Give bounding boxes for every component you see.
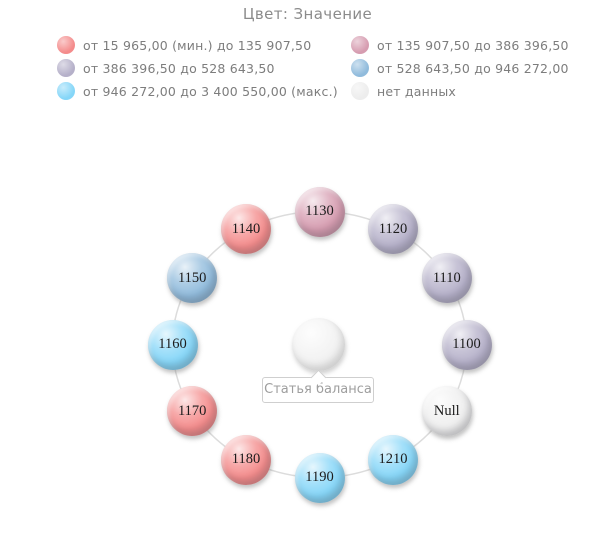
legend-label: от 135 907,50 до 386 396,50 bbox=[377, 37, 569, 53]
legend-item: от 386 396,50 до 528 643,50 bbox=[57, 59, 351, 77]
node-1180[interactable]: 1180 bbox=[221, 434, 271, 485]
chart-title: Цвет: Значение bbox=[242, 5, 373, 23]
node-label: 1120 bbox=[378, 220, 408, 237]
node-1160[interactable]: 1160 bbox=[147, 319, 198, 370]
legend-item: нет данных bbox=[351, 82, 569, 100]
node-label: Null bbox=[433, 402, 460, 419]
node-1150[interactable]: 1150 bbox=[167, 253, 218, 303]
node-label: 1190 bbox=[305, 469, 334, 485]
legend-item: от 15 965,00 (мин.) до 135 907,50 bbox=[57, 36, 351, 54]
legend-label: от 386 396,50 до 528 643,50 bbox=[83, 60, 275, 76]
center-node[interactable] bbox=[292, 318, 345, 371]
node-label: 1110 bbox=[432, 269, 461, 286]
node-label: 1210 bbox=[378, 451, 408, 468]
legend-marker-icon bbox=[351, 82, 369, 100]
center-tooltip-label: Статья баланса bbox=[264, 382, 372, 397]
legend-marker-icon bbox=[57, 36, 75, 54]
node-label: 1160 bbox=[158, 336, 187, 352]
legend-label: от 15 965,00 (мин.) до 135 907,50 bbox=[83, 37, 312, 53]
legend-item: от 946 272,00 до 3 400 550,00 (макс.) bbox=[57, 82, 351, 100]
node-1170[interactable]: 1170 bbox=[167, 386, 218, 436]
node-label: 1140 bbox=[231, 220, 261, 237]
node-label: 1170 bbox=[177, 402, 207, 419]
node-1110[interactable]: 1110 bbox=[421, 253, 472, 303]
node-1210[interactable]: 1210 bbox=[368, 434, 418, 485]
legend: от 15 965,00 (мин.) до 135 907,50 от 135 … bbox=[57, 36, 569, 100]
legend-marker-icon bbox=[351, 36, 369, 54]
legend-item: от 528 643,50 до 946 272,00 bbox=[351, 59, 569, 77]
legend-marker-icon bbox=[351, 59, 369, 77]
legend-marker-icon bbox=[57, 59, 75, 77]
node-label: 1150 bbox=[177, 269, 207, 286]
node-label: 1180 bbox=[231, 451, 261, 468]
center-tooltip: Статья баланса bbox=[262, 369, 374, 403]
node-label: 1130 bbox=[305, 203, 334, 219]
legend-label: от 528 643,50 до 946 272,00 bbox=[377, 60, 569, 76]
node-1190[interactable]: 1190 bbox=[294, 452, 345, 503]
node-1140[interactable]: 1140 bbox=[221, 204, 271, 255]
node-1120[interactable]: 1120 bbox=[368, 204, 418, 255]
node-1130[interactable]: 1130 bbox=[294, 186, 345, 237]
legend-label: нет данных bbox=[377, 83, 457, 99]
node-label: 1100 bbox=[452, 336, 481, 352]
legend-item: от 135 907,50 до 386 396,50 bbox=[351, 36, 569, 54]
node-null[interactable]: Null bbox=[421, 386, 472, 436]
node-1100[interactable]: 1100 bbox=[441, 319, 492, 370]
legend-label: от 946 272,00 до 3 400 550,00 (макс.) bbox=[83, 83, 338, 99]
legend-marker-icon bbox=[57, 82, 75, 100]
